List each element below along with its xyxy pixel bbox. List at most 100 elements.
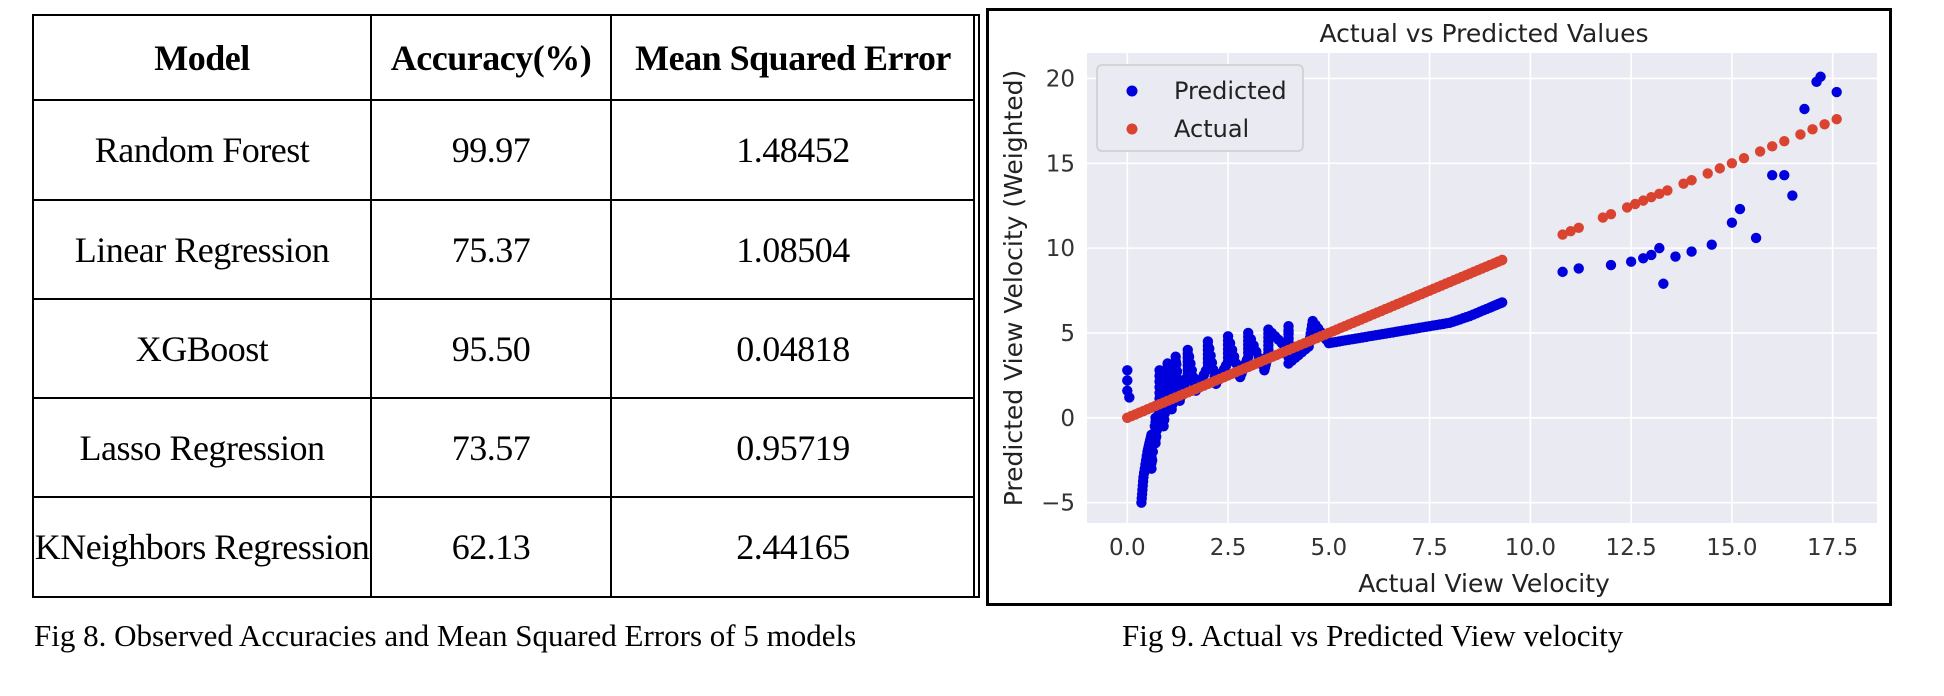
actual-point (1573, 222, 1584, 233)
y-tick-label: 0 (1060, 406, 1075, 432)
x-tick-label: 10.0 (1505, 535, 1556, 561)
header-model: Model (34, 16, 372, 101)
table-row: Lasso Regression 73.57 0.95719 (34, 397, 974, 498)
predicted-point (1625, 256, 1637, 267)
y-tick-label: −5 (1041, 491, 1075, 517)
data-points (1122, 71, 1842, 508)
y-tick-label: 15 (1046, 151, 1075, 177)
predicted-point (1122, 365, 1133, 376)
actual-point (1605, 208, 1617, 220)
predicted-point (1638, 253, 1649, 264)
predicted-point (1494, 298, 1506, 309)
predicted-point (1557, 266, 1568, 278)
actual-point (1557, 229, 1568, 240)
predicted-point (1815, 71, 1826, 82)
chart-title: Actual vs Predicted Values (1319, 19, 1648, 48)
model-name-cell: KNeighbors Regression (34, 496, 372, 596)
y-tick-label: 5 (1060, 321, 1075, 347)
header-mse: Mean Squared Error (610, 16, 974, 101)
table-row: Random Forest 99.97 1.48452 (34, 99, 974, 201)
predicted-point (1686, 246, 1697, 257)
predicted-point (1767, 169, 1778, 181)
header-accuracy: Accuracy(%) (370, 16, 612, 101)
mse-cell: 2.44165 (610, 496, 974, 596)
mse-cell: 0.95719 (610, 397, 974, 498)
table-row: KNeighbors Regression 62.13 2.44165 (34, 496, 974, 596)
predicted-point (1726, 217, 1738, 228)
actual-point (1678, 178, 1689, 189)
actual-point (1662, 185, 1673, 196)
predicted-point (1831, 86, 1842, 98)
actual-point (1726, 158, 1738, 169)
predicted-point (1670, 251, 1681, 262)
actual-point (1646, 192, 1657, 203)
predicted-point (1220, 360, 1232, 371)
fig9-caption: Fig 9. Actual vs Predicted View velocity (1122, 618, 1624, 653)
mse-cell: 0.04818 (610, 298, 974, 399)
predicted-point (1750, 232, 1762, 244)
actual-point (1767, 141, 1778, 152)
actual-point (1831, 113, 1842, 125)
predicted-point (1605, 259, 1617, 271)
actual-point (1621, 202, 1633, 213)
x-tick-label: 15.0 (1706, 535, 1757, 561)
accuracy-cell: 99.97 (370, 99, 612, 201)
model-name-cell: XGBoost (34, 298, 372, 399)
mse-cell: 1.48452 (610, 99, 974, 201)
predicted-point (1124, 392, 1135, 403)
predicted-point (1573, 263, 1584, 274)
predicted-point (1147, 446, 1159, 457)
actual-point (1496, 254, 1508, 266)
mse-cell: 1.08504 (610, 199, 974, 300)
table-row: Linear Regression 75.37 1.08504 (34, 199, 974, 300)
tick-labels: 0.0 2.5 5.0 7.5 10.0 12.5 15.0 17.5 −5 0 5 10 15 20 (1041, 66, 1858, 561)
predicted-point (1799, 103, 1810, 115)
actual-point (1795, 129, 1806, 140)
scatter-chart-frame: 0.0 2.5 5.0 7.5 10.0 12.5 15.0 17.5 −5 0 5 10 15 20 A… (986, 8, 1892, 606)
legend-actual-label: Actual (1174, 115, 1249, 143)
model-name-cell: Lasso Regression (34, 397, 372, 498)
y-tick-label: 20 (1046, 66, 1075, 92)
accuracy-cell: 95.50 (370, 298, 612, 399)
actual-point (1819, 119, 1830, 130)
legend-predicted-label: Predicted (1174, 77, 1287, 105)
predicted-point (1654, 242, 1665, 254)
predicted-point (1779, 169, 1790, 181)
accuracy-cell: 73.57 (370, 397, 612, 498)
results-table: Model Accuracy(%) Mean Squared Error Ran… (34, 16, 974, 596)
y-axis-label: Predicted View Velocity (Weighted) (999, 70, 1028, 506)
actual-point (1629, 198, 1641, 210)
predicted-point (1122, 375, 1133, 386)
actual-point (1638, 195, 1649, 206)
actual-point (1702, 168, 1713, 179)
predicted-point (1658, 278, 1669, 289)
legend-predicted-marker (1126, 85, 1138, 97)
y-tick-label: 10 (1046, 236, 1075, 262)
actual-point (1565, 225, 1576, 237)
predicted-point (1146, 455, 1158, 466)
legend-actual-marker (1126, 123, 1138, 135)
x-tick-label: 7.5 (1411, 535, 1448, 561)
model-name-cell: Linear Regression (34, 199, 372, 300)
legend-box (1096, 64, 1304, 152)
x-tick-label: 0.0 (1109, 535, 1146, 561)
table-header-row: Model Accuracy(%) Mean Squared Error (34, 16, 974, 101)
actual-point (1754, 146, 1766, 157)
fig8-caption: Fig 8. Observed Accuracies and Mean Squa… (34, 618, 857, 653)
results-table-frame: Model Accuracy(%) Mean Squared Error Ran… (32, 14, 980, 598)
x-tick-label: 2.5 (1210, 535, 1247, 561)
predicted-point (1137, 476, 1149, 487)
x-axis-label: Actual View Velocity (1358, 569, 1610, 598)
actual-point (1654, 188, 1665, 200)
predicted-point (1706, 239, 1717, 250)
model-name-cell: Random Forest (34, 99, 372, 201)
accuracy-cell: 75.37 (370, 199, 612, 300)
table-row: XGBoost 95.50 0.04818 (34, 298, 974, 399)
actual-point (1597, 212, 1609, 223)
grid-lines (1087, 53, 1877, 523)
accuracy-cell: 62.13 (370, 496, 612, 596)
actual-point (1714, 163, 1726, 174)
x-tick-label: 12.5 (1606, 535, 1657, 561)
actual-point (1738, 152, 1750, 164)
x-tick-label: 5.0 (1311, 535, 1348, 561)
